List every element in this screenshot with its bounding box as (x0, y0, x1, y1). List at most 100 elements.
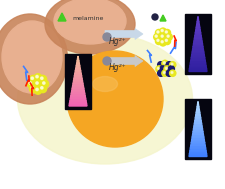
Circle shape (166, 70, 172, 76)
Polygon shape (197, 22, 199, 25)
Circle shape (161, 41, 163, 43)
Polygon shape (192, 137, 204, 140)
Circle shape (155, 38, 162, 45)
Circle shape (152, 14, 158, 20)
Polygon shape (73, 81, 83, 84)
Circle shape (34, 74, 42, 81)
Circle shape (170, 62, 176, 68)
Polygon shape (196, 112, 200, 115)
Circle shape (167, 35, 169, 37)
Circle shape (162, 70, 168, 76)
Polygon shape (75, 71, 81, 74)
Polygon shape (74, 78, 83, 81)
Ellipse shape (92, 77, 117, 91)
Polygon shape (195, 33, 201, 36)
Circle shape (36, 75, 38, 78)
Polygon shape (191, 140, 205, 143)
FancyBboxPatch shape (185, 99, 211, 159)
Circle shape (27, 80, 35, 88)
Circle shape (157, 31, 159, 33)
Circle shape (162, 60, 168, 67)
Circle shape (43, 82, 45, 84)
Circle shape (29, 82, 32, 84)
Polygon shape (197, 19, 199, 22)
Polygon shape (190, 60, 206, 63)
Circle shape (103, 57, 111, 65)
Circle shape (160, 39, 166, 46)
Circle shape (103, 33, 111, 41)
Text: Hg²⁺: Hg²⁺ (109, 37, 127, 46)
Polygon shape (191, 58, 205, 60)
Polygon shape (193, 47, 203, 50)
Polygon shape (191, 143, 205, 146)
Polygon shape (193, 44, 203, 47)
Polygon shape (194, 41, 202, 44)
Circle shape (41, 80, 49, 88)
Polygon shape (69, 104, 87, 106)
Circle shape (168, 66, 174, 72)
Polygon shape (191, 55, 205, 58)
Circle shape (160, 66, 166, 72)
Polygon shape (189, 69, 207, 71)
Circle shape (164, 38, 171, 45)
Circle shape (31, 77, 34, 79)
Circle shape (157, 39, 159, 41)
Circle shape (163, 71, 165, 74)
Polygon shape (78, 56, 79, 59)
Polygon shape (196, 110, 200, 112)
Polygon shape (197, 104, 199, 107)
Polygon shape (76, 66, 80, 68)
Polygon shape (194, 123, 202, 126)
Circle shape (160, 28, 166, 35)
Polygon shape (75, 68, 81, 71)
Polygon shape (193, 129, 203, 132)
FancyArrow shape (105, 29, 143, 40)
Polygon shape (70, 96, 86, 98)
Circle shape (36, 82, 38, 84)
Circle shape (154, 34, 160, 40)
Polygon shape (195, 30, 201, 33)
FancyArrow shape (105, 56, 143, 67)
Circle shape (36, 88, 38, 91)
Circle shape (164, 66, 170, 72)
Circle shape (166, 62, 172, 68)
Polygon shape (195, 118, 201, 121)
Circle shape (29, 85, 37, 93)
Polygon shape (74, 74, 82, 76)
Circle shape (39, 75, 47, 83)
Text: melamine: melamine (72, 16, 103, 22)
Polygon shape (192, 50, 204, 52)
Polygon shape (70, 98, 86, 101)
Polygon shape (189, 154, 207, 156)
Circle shape (34, 87, 42, 94)
Circle shape (160, 34, 166, 40)
Polygon shape (194, 121, 202, 123)
Polygon shape (160, 15, 166, 21)
Polygon shape (190, 146, 206, 148)
Polygon shape (195, 115, 201, 118)
Polygon shape (197, 107, 199, 110)
Circle shape (29, 75, 37, 83)
FancyBboxPatch shape (65, 53, 91, 108)
Polygon shape (189, 66, 207, 69)
Circle shape (41, 87, 43, 89)
Polygon shape (194, 39, 202, 41)
Circle shape (171, 63, 173, 65)
Polygon shape (193, 132, 203, 135)
Polygon shape (189, 151, 207, 154)
Polygon shape (196, 28, 200, 30)
Circle shape (158, 70, 164, 76)
Circle shape (165, 67, 167, 69)
Polygon shape (72, 86, 84, 88)
Polygon shape (190, 63, 206, 66)
Circle shape (161, 29, 163, 32)
Circle shape (34, 80, 42, 88)
Circle shape (157, 67, 159, 69)
Circle shape (166, 34, 172, 40)
Circle shape (156, 66, 162, 72)
Polygon shape (74, 76, 82, 78)
FancyBboxPatch shape (185, 14, 211, 74)
Circle shape (161, 35, 163, 37)
Circle shape (165, 31, 167, 33)
Polygon shape (194, 126, 202, 129)
